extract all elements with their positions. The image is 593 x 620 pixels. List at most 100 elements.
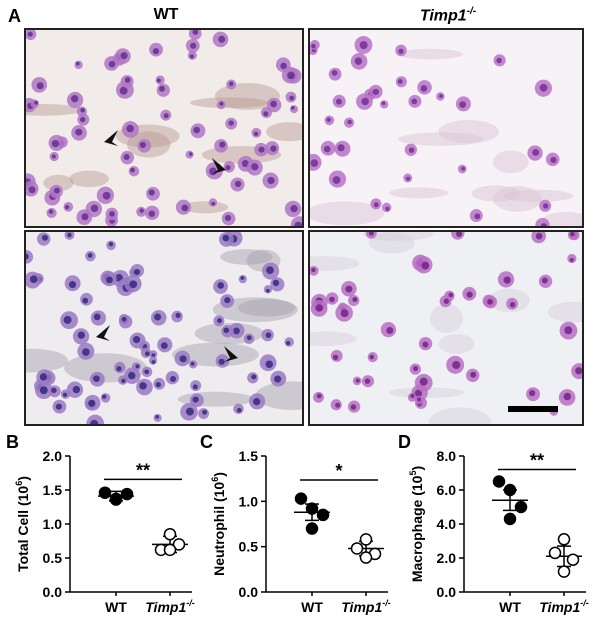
- x-tick-label-sup: -/-: [382, 598, 391, 608]
- cell-nucleus: [192, 396, 199, 403]
- significance-label: **: [136, 460, 150, 480]
- y-axis-label-close: ): [211, 472, 227, 477]
- y-tick-label: 0.5: [43, 550, 63, 566]
- cell-nucleus: [340, 309, 349, 318]
- cell-nucleus: [569, 232, 575, 237]
- mucus-streak: [310, 201, 385, 226]
- mucus-streak: [255, 381, 302, 410]
- significance-label: *: [335, 461, 342, 481]
- cell-nucleus: [448, 292, 454, 298]
- cell-nucleus: [347, 119, 352, 125]
- cell-nucleus: [419, 377, 428, 386]
- mucus-streak: [547, 301, 582, 323]
- cell-nucleus: [135, 364, 140, 369]
- cell-nucleus: [290, 204, 298, 213]
- cell-nucleus: [265, 332, 272, 338]
- y-axis-label-sup: 6: [210, 477, 220, 482]
- cell-nucleus: [240, 276, 245, 280]
- cell-nucleus: [316, 393, 322, 399]
- y-tick-label: 1.5: [239, 448, 259, 464]
- cell-nucleus: [311, 267, 316, 273]
- cell-nucleus: [569, 257, 574, 262]
- y-tick-label: 0.0: [43, 584, 63, 600]
- y-tick-label: 0.5: [239, 539, 259, 555]
- cell-nucleus: [286, 340, 291, 346]
- cell-nucleus: [67, 232, 72, 238]
- cell-nucleus: [68, 281, 77, 289]
- cell-nucleus: [27, 31, 33, 37]
- y-tick-label: 2.0: [437, 550, 457, 566]
- data-point: [503, 483, 517, 497]
- cell-nucleus: [124, 77, 131, 83]
- panel-a-letter: A: [8, 6, 21, 26]
- mucus-streak: [310, 256, 360, 271]
- chart-macrophage: 0.0 2.0 4.0 6.0 8.0 WT Timp1-/- Macrophage (105…: [394, 440, 593, 620]
- cell-nucleus: [218, 35, 226, 43]
- y-axis-label-sup: 6: [14, 481, 24, 486]
- data-point: [120, 487, 134, 501]
- cell-nucleus: [102, 394, 107, 399]
- cell-nucleus: [219, 141, 226, 148]
- arrowhead-icon: [224, 346, 238, 362]
- cell-nucleus: [87, 253, 93, 258]
- cell-nucleus: [128, 371, 136, 380]
- mucus-streak: [541, 211, 582, 226]
- y-tick-label: 6.0: [437, 482, 457, 498]
- y-tick-label: 1.5: [43, 482, 63, 498]
- cell-nucleus: [77, 331, 85, 339]
- cell-nucleus: [280, 62, 287, 70]
- cell-nucleus: [129, 280, 138, 289]
- cell-nucleus: [148, 210, 156, 217]
- y-tick-label: 4.0: [437, 516, 457, 532]
- cell-nucleus: [326, 117, 331, 122]
- y-axis-label: Total Cell (106): [14, 476, 31, 572]
- cell-nucleus: [410, 393, 415, 398]
- cell-nucleus: [323, 145, 331, 153]
- data-point: [566, 553, 580, 566]
- data-point: [350, 542, 364, 555]
- mucus-streak: [237, 299, 296, 317]
- cell-nucleus: [192, 30, 199, 35]
- cell-nucleus: [414, 389, 423, 398]
- cell-nucleus: [63, 315, 72, 324]
- cell-nucleus: [233, 327, 240, 335]
- scale-bar: [508, 406, 558, 412]
- chart-total-cell-svg: 0.0 0.5 1.0 1.5 2.0 WT Timp1-/- Total Cell (106…: [14, 448, 195, 615]
- mucus-streak: [266, 122, 302, 142]
- cell-nucleus: [329, 296, 335, 303]
- column-header-timp1-sup: -/-: [466, 6, 477, 17]
- cell-nucleus: [420, 85, 428, 92]
- cell-nucleus: [290, 106, 295, 110]
- cell-nucleus: [355, 378, 360, 383]
- mucus-streak: [310, 331, 357, 347]
- cell-nucleus: [272, 279, 280, 287]
- cell-nucleus: [34, 100, 39, 105]
- data-point: [163, 527, 177, 541]
- cell-nucleus: [529, 390, 536, 397]
- cell: [26, 250, 34, 264]
- mucus-streak: [43, 174, 74, 192]
- cell-nucleus: [144, 351, 150, 357]
- cell-nucleus: [51, 154, 56, 159]
- mucus-streak: [214, 82, 281, 110]
- cell-nucleus: [28, 186, 36, 194]
- cell-nucleus: [154, 313, 162, 321]
- cell: [289, 105, 299, 114]
- cell-nucleus: [209, 167, 217, 176]
- cell-nucleus: [121, 316, 127, 322]
- cell-nucleus: [217, 282, 225, 289]
- mucus-streak: [503, 189, 573, 202]
- cell-nucleus: [332, 176, 341, 184]
- cell-nucleus: [179, 355, 187, 363]
- cell-nucleus: [369, 354, 375, 360]
- cell-nucleus: [181, 204, 189, 212]
- cell-nucleus: [223, 327, 230, 334]
- cell-nucleus: [29, 275, 38, 284]
- cell-nucleus: [48, 209, 54, 214]
- x-tick-label: Timp1-/-: [539, 598, 588, 615]
- cell-nucleus: [109, 210, 115, 217]
- cell-nucleus: [332, 354, 339, 360]
- cell-nucleus: [315, 304, 324, 312]
- cell: [535, 217, 550, 226]
- cell-nucleus: [139, 208, 144, 213]
